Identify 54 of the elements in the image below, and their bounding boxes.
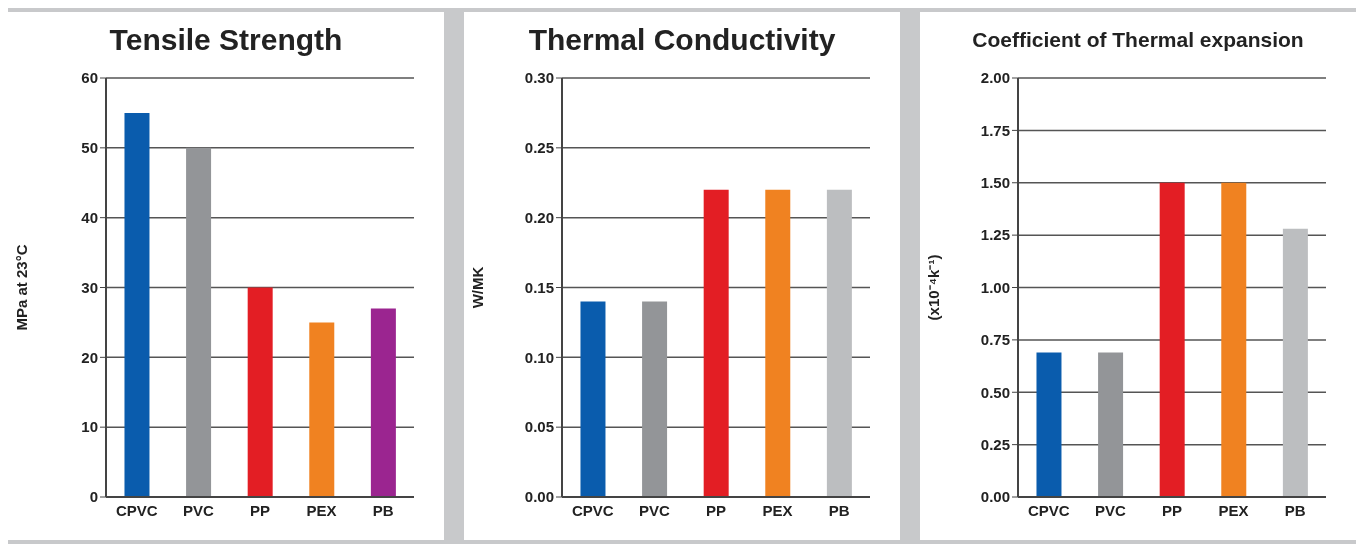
y-tick-label: 20 xyxy=(81,348,98,366)
chart-title: Thermal Conductivity xyxy=(527,22,837,58)
y-tick-label: 0.10 xyxy=(524,348,554,366)
y-tick-label: 0.30 xyxy=(524,69,554,87)
y-axis-title: MPa at 23°C xyxy=(13,244,31,331)
y-axis-title: (x10⁻⁴k⁻¹) xyxy=(925,254,943,321)
x-tick-label: PEX xyxy=(762,501,793,519)
x-tick-label: PP xyxy=(705,501,727,519)
y-tick-label: 0.25 xyxy=(524,139,554,157)
x-tick-label: PB xyxy=(372,501,394,519)
x-tick-label: PP xyxy=(249,501,271,519)
chart-title: Tensile Strength xyxy=(108,22,344,58)
y-tick-label: 0 xyxy=(89,488,98,506)
x-tick-label: PVC xyxy=(638,501,670,519)
chart-title: Coefficient of Thermal expansion xyxy=(971,27,1305,53)
x-tick-label: PVC xyxy=(1094,501,1126,519)
bar xyxy=(1036,352,1062,497)
bar xyxy=(1159,182,1185,497)
y-tick-label: 0.75 xyxy=(980,331,1010,349)
x-tick-label: PB xyxy=(828,501,850,519)
x-tick-label: CPVC xyxy=(1027,501,1070,519)
y-tick-label: 0.15 xyxy=(524,278,554,296)
y-tick-label: 1.75 xyxy=(980,121,1010,139)
bar xyxy=(370,308,396,497)
y-tick-label: 0.25 xyxy=(980,435,1010,453)
y-tick-label: 2.00 xyxy=(980,69,1010,87)
y-tick-label: 0.20 xyxy=(524,208,554,226)
y-tick-label: 0.00 xyxy=(524,488,554,506)
y-tick-label: 40 xyxy=(81,208,98,226)
x-tick-label: PB xyxy=(1284,501,1306,519)
bar xyxy=(1282,228,1308,497)
y-tick-label: 0.00 xyxy=(980,488,1010,506)
x-tick-label: CPVC xyxy=(115,501,158,519)
bar xyxy=(247,287,273,497)
y-tick-label: 0.50 xyxy=(980,383,1010,401)
bar xyxy=(186,147,212,497)
x-tick-label: CPVC xyxy=(571,501,614,519)
y-tick-label: 50 xyxy=(81,139,98,157)
y-tick-label: 1.50 xyxy=(980,174,1010,192)
x-tick-label: PP xyxy=(1161,501,1183,519)
y-tick-label: 30 xyxy=(81,278,98,296)
y-tick-label: 0.05 xyxy=(524,418,554,436)
bar xyxy=(124,112,150,497)
y-axis-title: W/MK xyxy=(469,266,487,309)
bar xyxy=(1221,182,1247,497)
y-tick-label: 1.25 xyxy=(980,226,1010,244)
x-tick-label: PVC xyxy=(182,501,214,519)
bar xyxy=(1098,352,1124,497)
x-tick-label: PEX xyxy=(1218,501,1249,519)
bar xyxy=(309,322,335,497)
x-tick-label: PEX xyxy=(306,501,337,519)
y-tick-label: 10 xyxy=(81,418,98,436)
y-tick-label: 60 xyxy=(81,69,98,87)
y-tick-label: 1.00 xyxy=(980,278,1010,296)
